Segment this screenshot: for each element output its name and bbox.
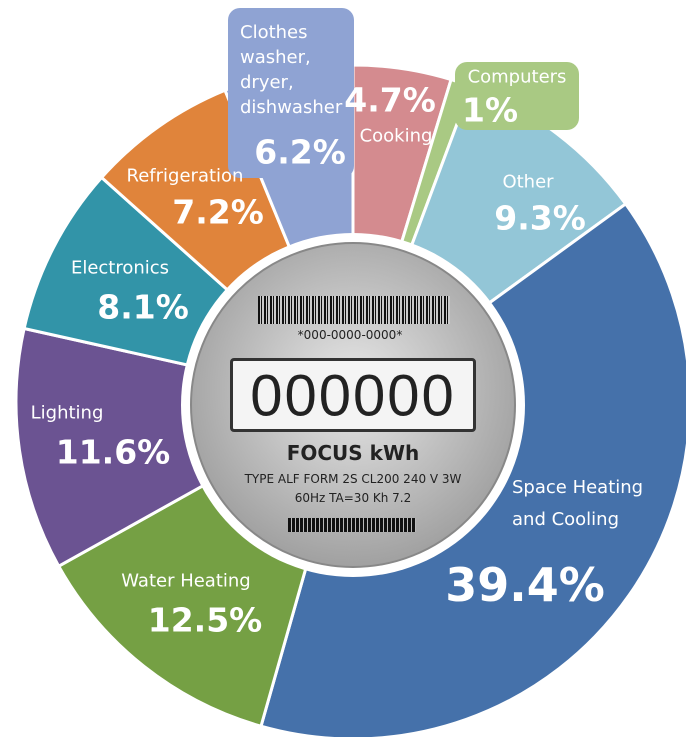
serial-number: *000-0000-0000* <box>298 328 403 342</box>
spec-line: 60Hz TA=30 Kh 7.2 <box>295 491 412 505</box>
value-label: 1% <box>462 91 518 130</box>
barcode <box>258 296 450 324</box>
infographic: Clothes washer, dryer, dishwasher 6.2% 4… <box>0 0 686 737</box>
value-label: 6.2% <box>254 133 346 172</box>
value-label: 39.4% <box>445 558 605 612</box>
value-label: 8.1% <box>97 288 189 327</box>
category-label: Space Heating and Cooling <box>512 472 652 536</box>
value-label: 9.3% <box>494 199 586 238</box>
value-label: 12.5% <box>148 601 263 640</box>
value-label: 11.6% <box>56 433 171 472</box>
category-label: Water Heating <box>121 571 250 592</box>
value-label: 7.2% <box>172 193 264 232</box>
category-label: Lighting <box>31 403 104 424</box>
category-label: Clothes washer, dryer, dishwasher <box>240 20 350 120</box>
barcode <box>288 518 416 532</box>
brand: FOCUS kWh <box>287 441 420 465</box>
category-label: Refrigeration <box>127 166 244 187</box>
category-label: Cooking <box>360 126 433 147</box>
display-digits: 000000 <box>250 363 456 430</box>
spec-line: TYPE ALF FORM 2S CL200 240 V 3W <box>245 472 462 486</box>
value-label: 4.7% <box>344 81 436 120</box>
category-label: Other <box>502 172 553 193</box>
category-label: Computers <box>468 67 567 88</box>
category-label: Electronics <box>71 258 169 279</box>
